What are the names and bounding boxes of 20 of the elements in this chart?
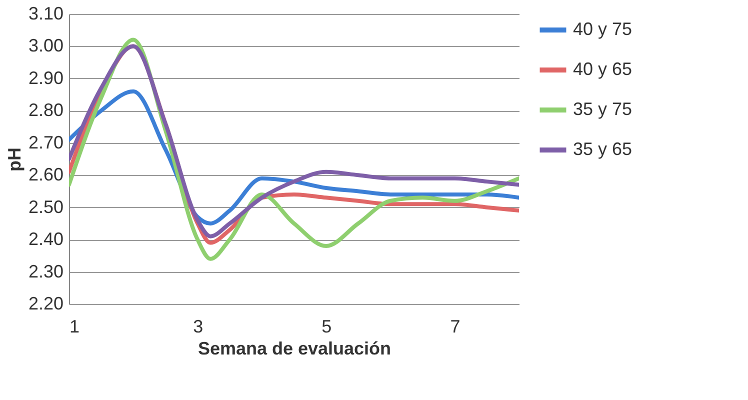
y-axis-title: pH	[4, 148, 24, 172]
y-tick-label: 2.90	[28, 68, 64, 88]
y-tick-label: 2.70	[28, 132, 64, 152]
x-tick-label: 3	[193, 316, 204, 336]
legend-label: 35 y 65	[573, 139, 632, 159]
y-tick-label: 3.10	[28, 4, 64, 24]
y-tick-label: 2.40	[28, 229, 64, 250]
y-tick-label: 2.60	[28, 164, 64, 185]
x-axis-title: Semana de evaluación	[198, 338, 392, 358]
x-tick-label: 5	[322, 316, 332, 336]
y-tick-label: 2.80	[28, 100, 64, 120]
x-tick-label: 1	[70, 316, 80, 336]
x-tick-label: 7	[450, 316, 460, 336]
legend-label: 40 y 65	[573, 59, 632, 79]
y-tick-label: 2.30	[28, 261, 64, 282]
legend-label: 35 y 75	[573, 99, 632, 119]
y-tick-label: 2.20	[28, 294, 64, 314]
y-tick-label: 3.00	[28, 36, 64, 56]
y-tick-label: 2.50	[28, 196, 64, 217]
legend-label: 40 y 75	[573, 19, 632, 39]
